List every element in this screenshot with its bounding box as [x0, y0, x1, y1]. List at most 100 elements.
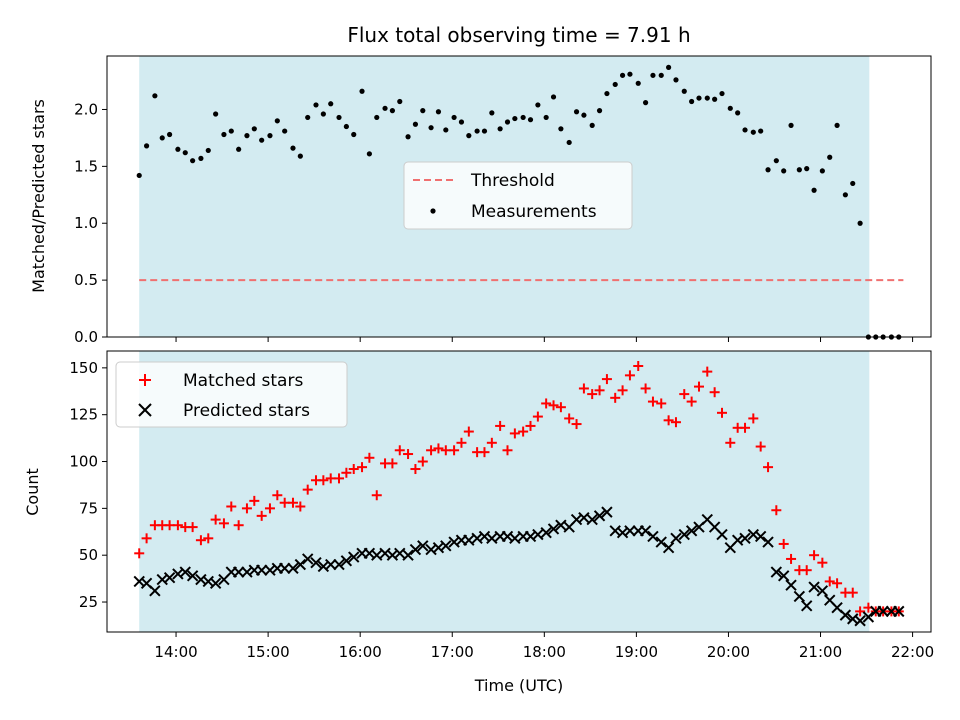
measurement-point: [666, 64, 672, 70]
x-b: [278, 562, 291, 575]
x-b: [893, 605, 905, 618]
measurement-point: [221, 131, 227, 138]
x-b: [425, 543, 437, 556]
predicted-star-point: [777, 570, 790, 582]
measurement-point: [297, 153, 303, 159]
x-b: [264, 564, 276, 576]
measurement-point: [205, 147, 211, 154]
x-b: [854, 615, 866, 627]
measurement-point: [435, 109, 442, 115]
predicted-star-point: [593, 510, 606, 522]
measurement-point: [512, 115, 518, 122]
predicted-star-point: [678, 528, 690, 541]
matched-star-point: [786, 553, 797, 564]
matched-star-point: [564, 413, 575, 424]
predicted-star-point: [294, 558, 307, 571]
x-tick-label: 21:00: [799, 643, 842, 661]
x-b: [616, 527, 629, 539]
measurement-point: [152, 93, 158, 99]
matched-star-point: [594, 385, 605, 396]
measurement-point: [167, 131, 173, 138]
measurement-point: [420, 108, 426, 114]
legend-measurement-label: Measurements: [471, 202, 597, 222]
matched-star-point: [195, 535, 206, 546]
measurement-point: [343, 123, 349, 130]
x-b: [716, 528, 728, 541]
x-b: [232, 566, 245, 578]
predicted-star-point: [801, 600, 813, 612]
x-b: [440, 540, 452, 552]
measurement-point: [712, 96, 718, 102]
matched-star-point: [509, 428, 520, 439]
matched-star-point: [486, 437, 497, 448]
x-b: [678, 528, 690, 541]
measurement-point: [412, 121, 419, 127]
x-b: [547, 523, 560, 535]
measurement-point: [658, 72, 664, 78]
matched-star-point: [371, 490, 382, 501]
matched-star-point: [203, 533, 214, 544]
bottom-panel: 25 50 75 100 125 150 14:00 15:00 16:00 17:00 18:00…: [23, 350, 934, 695]
axes-frame: [106, 55, 932, 338]
matched-star-point: [601, 374, 612, 385]
measurement-point: [612, 81, 618, 88]
matched-star-point: [778, 538, 789, 549]
predicted-star-point: [287, 562, 299, 575]
predicted-star-point: [816, 585, 829, 597]
matched-star-point: [449, 445, 460, 456]
matched-star-point: [548, 400, 559, 411]
x-b: [432, 541, 445, 554]
y-tick-label: 0.0: [74, 328, 98, 346]
x-b: [524, 530, 537, 543]
measurement-point: [573, 109, 580, 115]
matched-star-point: [272, 490, 283, 501]
matched-star-point: [249, 495, 260, 506]
measurement-point: [689, 98, 695, 105]
predicted-star-point: [209, 577, 222, 590]
matched-star-point: [463, 426, 474, 437]
matched-star-point: [571, 419, 582, 430]
measurement-point: [359, 88, 365, 94]
predicted-star-point: [839, 609, 852, 621]
legend-predicted-swatch: [138, 403, 152, 417]
measurement-point: [681, 88, 687, 94]
matched-star-point: [302, 484, 313, 495]
measurement-point: [251, 126, 257, 132]
matched-star-point: [218, 518, 229, 529]
x-b: [509, 532, 521, 545]
x-b: [310, 556, 322, 569]
measurement-point: [758, 128, 764, 134]
x-b: [601, 506, 613, 518]
matched-star-point: [410, 464, 421, 475]
matched-star-point: [717, 407, 728, 418]
predicted-star-point: [255, 564, 268, 576]
predicted-star-point: [877, 605, 889, 618]
matched-star-point: [633, 360, 644, 371]
matched-star-point: [525, 420, 536, 431]
measurement-point: [136, 172, 142, 179]
predicted-star-point: [547, 523, 560, 535]
measurement-point: [535, 102, 541, 108]
x-b: [831, 601, 843, 614]
predicted-star-point: [601, 506, 613, 518]
y-tick-label: 100: [69, 453, 98, 471]
matched-star-point: [617, 385, 628, 396]
x-b: [402, 549, 414, 561]
measurement-point: [159, 135, 165, 141]
matched-star-point: [824, 576, 835, 587]
x-tick-label: 17:00: [431, 643, 474, 661]
measurement-point: [850, 180, 856, 187]
legend-matched-label: Matched stars: [183, 371, 303, 391]
predicted-star-point: [440, 540, 452, 552]
x-b: [209, 577, 222, 590]
x-b: [708, 521, 721, 533]
x-b: [739, 532, 751, 545]
x-b: [685, 525, 698, 537]
measurement-point: [374, 114, 380, 121]
x-b: [793, 590, 806, 603]
measurement-point: [290, 145, 296, 151]
predicted-star-point: [647, 530, 659, 543]
bottom-y-axis-label: Count: [23, 468, 42, 516]
predicted-star-point: [149, 585, 161, 597]
matched-star-point: [847, 587, 858, 598]
